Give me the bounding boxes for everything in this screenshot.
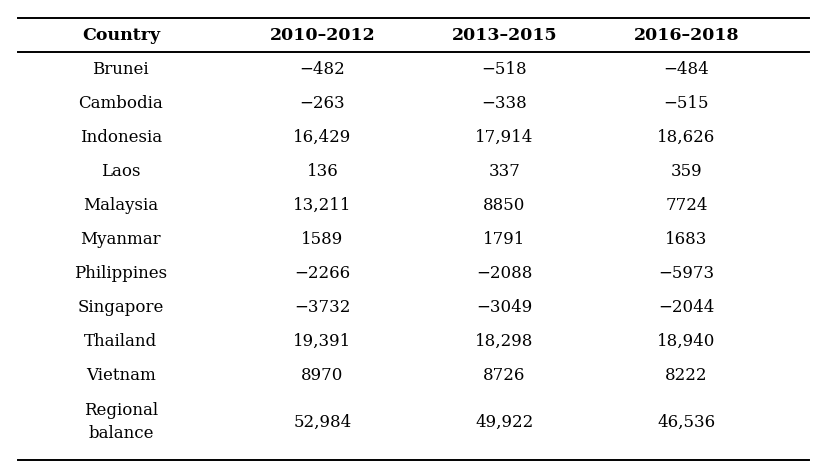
Text: −2266: −2266 xyxy=(294,265,351,281)
Text: −5973: −5973 xyxy=(658,265,715,281)
Text: 2013–2015: 2013–2015 xyxy=(452,26,557,43)
Text: 18,940: 18,940 xyxy=(657,333,715,349)
Text: −518: −518 xyxy=(481,61,528,78)
Text: 52,984: 52,984 xyxy=(294,413,351,431)
Text: −338: −338 xyxy=(481,95,528,111)
Text: 49,922: 49,922 xyxy=(476,413,533,431)
Text: 8222: 8222 xyxy=(665,366,708,383)
Text: 16,429: 16,429 xyxy=(294,128,351,146)
Text: 8850: 8850 xyxy=(483,196,526,213)
Text: 8726: 8726 xyxy=(483,366,526,383)
Text: Regional
balance: Regional balance xyxy=(84,402,158,442)
Text: 2010–2012: 2010–2012 xyxy=(270,26,375,43)
Text: 1589: 1589 xyxy=(301,231,344,248)
Text: Malaysia: Malaysia xyxy=(84,196,159,213)
Text: 1791: 1791 xyxy=(483,231,526,248)
Text: 7724: 7724 xyxy=(665,196,708,213)
Text: 1683: 1683 xyxy=(665,231,708,248)
Text: −484: −484 xyxy=(663,61,710,78)
Text: 18,298: 18,298 xyxy=(476,333,533,349)
Text: −482: −482 xyxy=(299,61,346,78)
Text: Singapore: Singapore xyxy=(78,298,164,316)
Text: −3049: −3049 xyxy=(476,298,533,316)
Text: −3732: −3732 xyxy=(294,298,351,316)
Text: Philippines: Philippines xyxy=(74,265,167,281)
Text: 136: 136 xyxy=(307,163,338,180)
Text: 19,391: 19,391 xyxy=(294,333,351,349)
Text: 337: 337 xyxy=(489,163,520,180)
Text: 18,626: 18,626 xyxy=(657,128,715,146)
Text: Thailand: Thailand xyxy=(84,333,157,349)
Text: Indonesia: Indonesia xyxy=(79,128,162,146)
Text: 2016–2018: 2016–2018 xyxy=(633,26,739,43)
Text: −2044: −2044 xyxy=(658,298,715,316)
Text: Country: Country xyxy=(82,26,160,43)
Text: Vietnam: Vietnam xyxy=(86,366,155,383)
Text: −263: −263 xyxy=(299,95,346,111)
Text: 8970: 8970 xyxy=(301,366,344,383)
Text: Laos: Laos xyxy=(101,163,141,180)
Text: 359: 359 xyxy=(671,163,702,180)
Text: Brunei: Brunei xyxy=(93,61,149,78)
Text: Myanmar: Myanmar xyxy=(80,231,161,248)
Text: −2088: −2088 xyxy=(476,265,533,281)
Text: 46,536: 46,536 xyxy=(657,413,715,431)
Text: 17,914: 17,914 xyxy=(476,128,533,146)
Text: Cambodia: Cambodia xyxy=(79,95,163,111)
Text: −515: −515 xyxy=(663,95,709,111)
Text: 13,211: 13,211 xyxy=(294,196,351,213)
